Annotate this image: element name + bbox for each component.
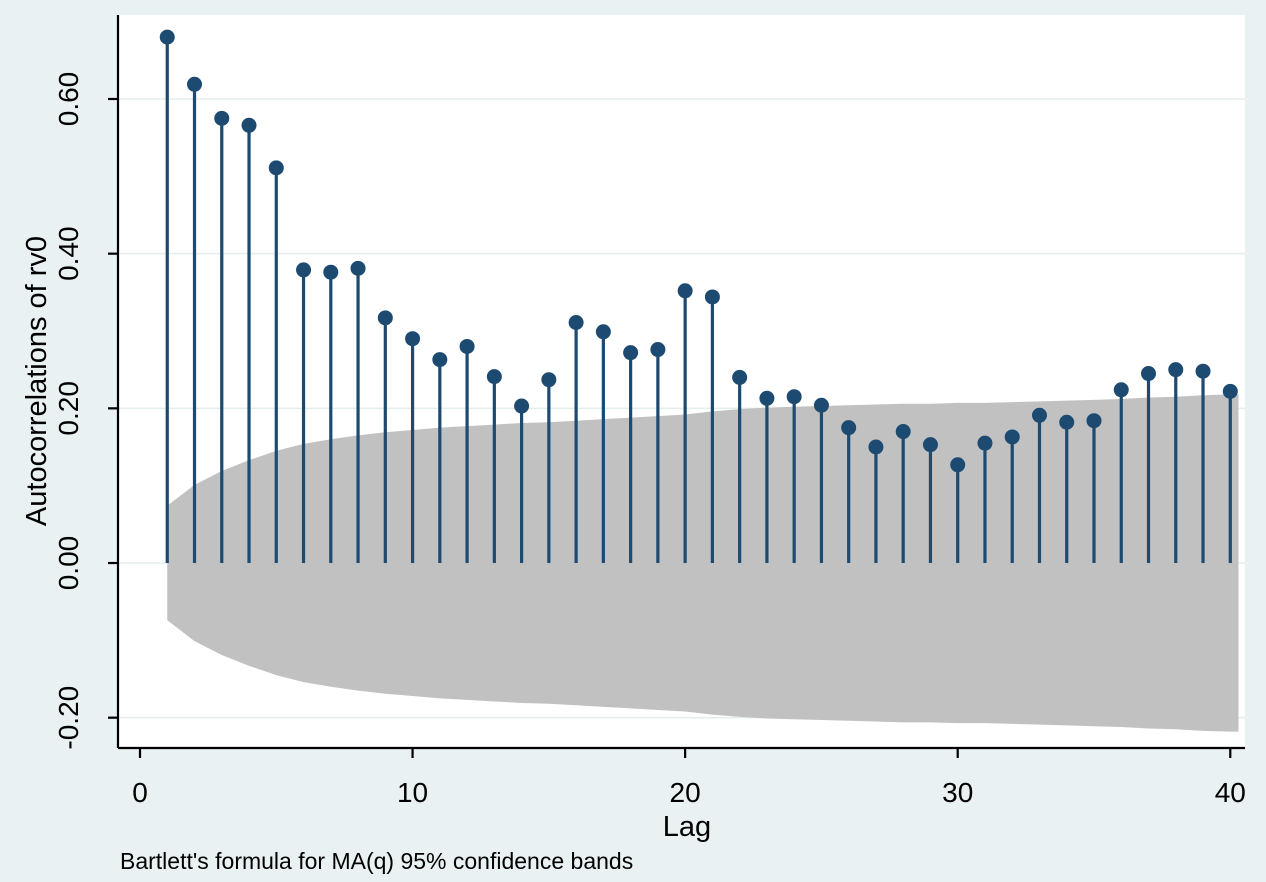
acf-dot: [868, 439, 884, 455]
acf-dot: [377, 310, 393, 326]
tick-labels: 0.60 0.40 0.20 0.00 -0.20 0 10 20 30 40: [53, 72, 1246, 808]
y-tick-label: 0.40: [53, 226, 84, 281]
acf-dot: [268, 160, 284, 176]
acf-dot: [323, 264, 339, 280]
acf-dot: [459, 338, 475, 354]
acf-dot: [432, 352, 448, 368]
acf-dot: [704, 289, 720, 305]
acf-dot: [1168, 362, 1184, 378]
acf-dot: [541, 372, 557, 388]
acf-dots: [159, 29, 1238, 473]
y-tick-label: -0.20: [53, 686, 84, 750]
acf-dot: [1059, 414, 1075, 430]
acf-dot: [214, 110, 230, 126]
acf-dot: [568, 314, 584, 330]
y-axis-title: Autocorrelations of rv0: [21, 236, 53, 526]
x-tick-label: 40: [1215, 777, 1246, 808]
acf-dot: [759, 390, 775, 406]
x-tick-label: 30: [942, 777, 973, 808]
acf-dot: [677, 283, 693, 299]
y-tick-label: 0.20: [53, 381, 84, 436]
acf-dot: [841, 420, 857, 436]
y-tick-label: 0.00: [53, 536, 84, 591]
acf-dot: [1086, 413, 1102, 429]
acf-stems: [165, 37, 1232, 564]
acf-dot: [1222, 383, 1238, 399]
acf-dot: [623, 345, 639, 361]
acf-dot: [1195, 363, 1211, 379]
acf-dot: [895, 424, 911, 440]
y-tick-label: 0.60: [53, 72, 84, 127]
acf-dot: [1141, 366, 1157, 382]
acf-dot: [732, 369, 748, 385]
acf-dot: [786, 389, 802, 405]
confidence-band: [167, 394, 1239, 732]
acf-dot: [486, 369, 502, 385]
acf-dot: [159, 29, 175, 45]
confidence-band-area: [167, 394, 1239, 732]
acf-dot: [405, 331, 421, 347]
x-axis-title: Lag: [663, 811, 711, 843]
acf-dot: [813, 397, 829, 413]
acf-dot: [241, 117, 257, 133]
x-tick-label: 20: [670, 777, 701, 808]
x-tick-label: 0: [132, 777, 148, 808]
acf-dot: [595, 324, 611, 340]
acf-dot: [296, 262, 312, 278]
acf-dot: [922, 437, 938, 453]
acf-dot: [650, 342, 666, 358]
acf-dot: [187, 76, 203, 92]
caption-note: Bartlett's formula for MA(q) 95% confide…: [120, 848, 633, 874]
acf-dot: [1004, 429, 1020, 445]
acf-dot: [977, 435, 993, 451]
acf-dot: [350, 260, 366, 276]
acf-dot: [950, 457, 966, 473]
acf-dot: [514, 398, 530, 414]
x-tick-label: 10: [397, 777, 428, 808]
acf-dot: [1031, 407, 1047, 423]
acf-dot: [1113, 382, 1129, 398]
axes: [108, 15, 1245, 758]
